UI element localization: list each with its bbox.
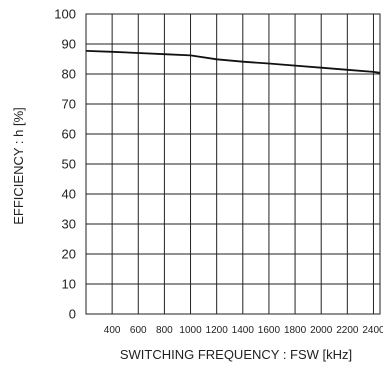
y-tick-label: 60 — [62, 127, 76, 142]
x-tick-label: 1000 — [179, 325, 202, 336]
y-axis-title: EFFICIENCY : h [%] — [11, 107, 26, 225]
y-tick-label: 10 — [62, 277, 76, 292]
series-layer — [85, 50, 381, 74]
x-tick-label: 2400 — [362, 325, 383, 336]
y-tick-label: 90 — [62, 37, 76, 52]
y-tick-label: 0 — [69, 307, 76, 322]
x-tick-label: 2200 — [336, 325, 359, 336]
x-tick-label: 1200 — [206, 325, 229, 336]
plot-frame — [85, 13, 381, 315]
grid-lines — [86, 13, 380, 315]
y-tick-label: 20 — [62, 247, 76, 262]
y-tick-label: 100 — [54, 7, 76, 22]
x-tick-label: 2000 — [310, 325, 333, 336]
x-tick-label: 1800 — [284, 325, 307, 336]
x-tick-label: 600 — [130, 325, 147, 336]
y-tick-label: 70 — [62, 97, 76, 112]
x-tick-label: 400 — [104, 325, 121, 336]
x-tick-label: 800 — [156, 325, 173, 336]
y-tick-label: 50 — [62, 157, 76, 172]
y-tick-label: 80 — [62, 67, 76, 82]
y-tick-label: 40 — [62, 187, 76, 202]
x-tick-label: 1400 — [232, 325, 255, 336]
y-tick-label: 30 — [62, 217, 76, 232]
x-tick-label: 1600 — [258, 325, 281, 336]
x-axis-title: SWITCHING FREQUENCY : FSW [kHz] — [120, 347, 352, 362]
efficiency-curve — [85, 50, 381, 74]
